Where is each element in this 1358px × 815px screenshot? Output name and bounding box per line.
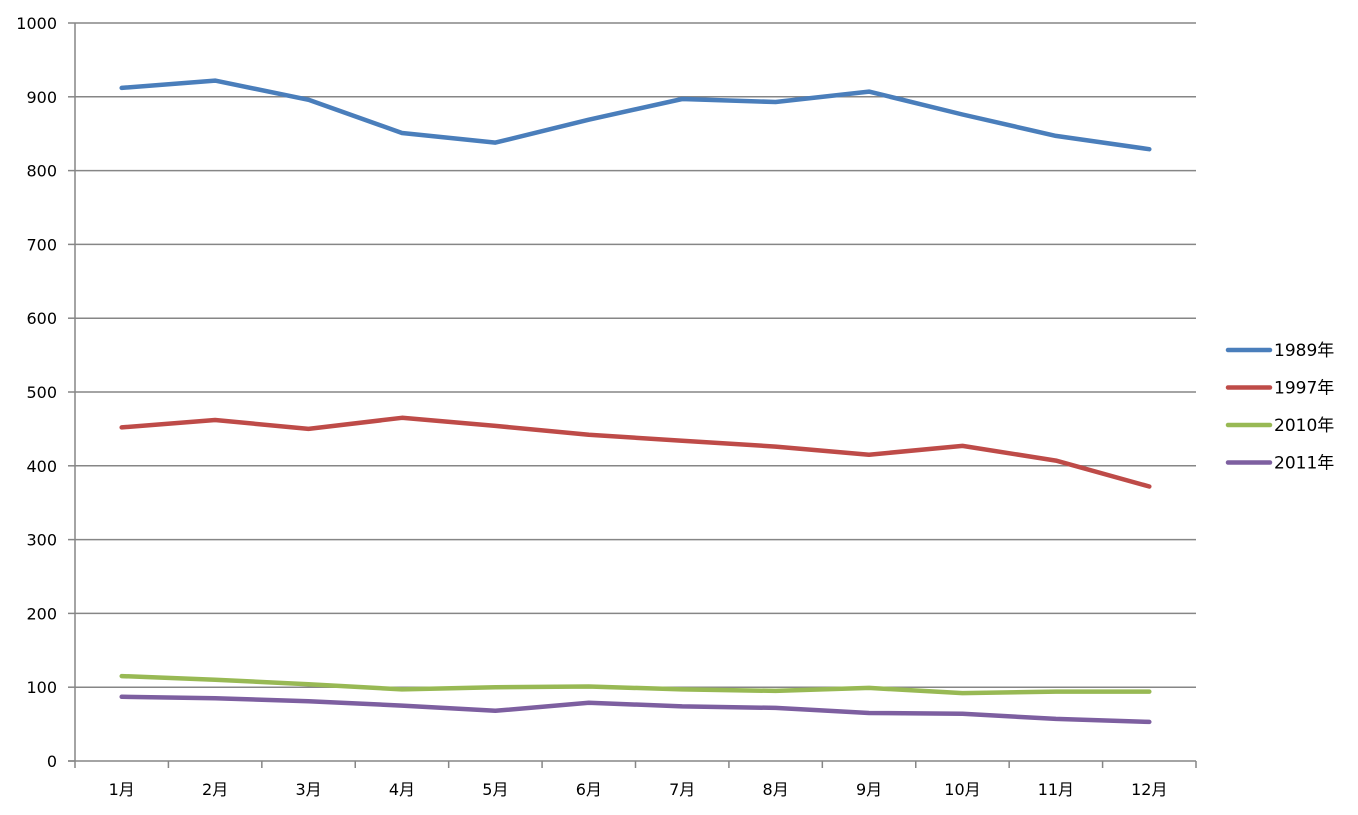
legend-label: 1997年 <box>1274 379 1334 399</box>
gridlines <box>75 22 1196 688</box>
y-tick-label: 1000 <box>16 14 57 33</box>
legend: 1989年 1997年 2010年 2011年 <box>1225 341 1334 474</box>
y-tick-label: 500 <box>26 383 57 402</box>
y-axis-ticks: 0 100 200 300 400 500 600 700 800 900 1000 <box>16 14 75 771</box>
series-line <box>119 694 1152 725</box>
x-tick-label: 12月 <box>1131 780 1167 799</box>
y-tick-label: 600 <box>26 309 57 328</box>
y-tick-label: 0 <box>47 752 57 771</box>
series-line <box>119 673 1152 696</box>
series-line <box>119 78 1152 152</box>
x-tick-label: 9月 <box>856 780 882 799</box>
series-lines <box>119 78 1152 725</box>
y-tick-label: 800 <box>26 162 57 181</box>
y-tick-label: 400 <box>26 457 57 476</box>
x-tick-label: 10月 <box>944 780 980 799</box>
x-tick-label: 6月 <box>576 780 602 799</box>
x-axis-ticks: 1月 2月 3月 4月 5月 6月 7月 8月 9月 10月 11月 12月 <box>74 761 1197 799</box>
legend-label: 2011年 <box>1274 454 1334 474</box>
x-tick-label: 8月 <box>763 780 789 799</box>
legend-label: 2010年 <box>1274 416 1334 436</box>
y-tick-label: 700 <box>26 235 57 254</box>
x-tick-label: 7月 <box>669 780 695 799</box>
legend-label: 1989年 <box>1274 341 1334 361</box>
x-tick-label: 1月 <box>109 780 135 799</box>
x-tick-label: 4月 <box>389 780 415 799</box>
y-tick-label: 900 <box>26 88 57 107</box>
y-tick-label: 100 <box>26 678 57 697</box>
x-tick-label: 5月 <box>482 780 508 799</box>
series-line <box>119 415 1152 489</box>
y-tick-label: 200 <box>26 604 57 623</box>
x-tick-label: 3月 <box>295 780 321 799</box>
x-tick-label: 2月 <box>202 780 228 799</box>
x-tick-label: 11月 <box>1038 780 1074 799</box>
y-tick-label: 300 <box>26 531 57 550</box>
